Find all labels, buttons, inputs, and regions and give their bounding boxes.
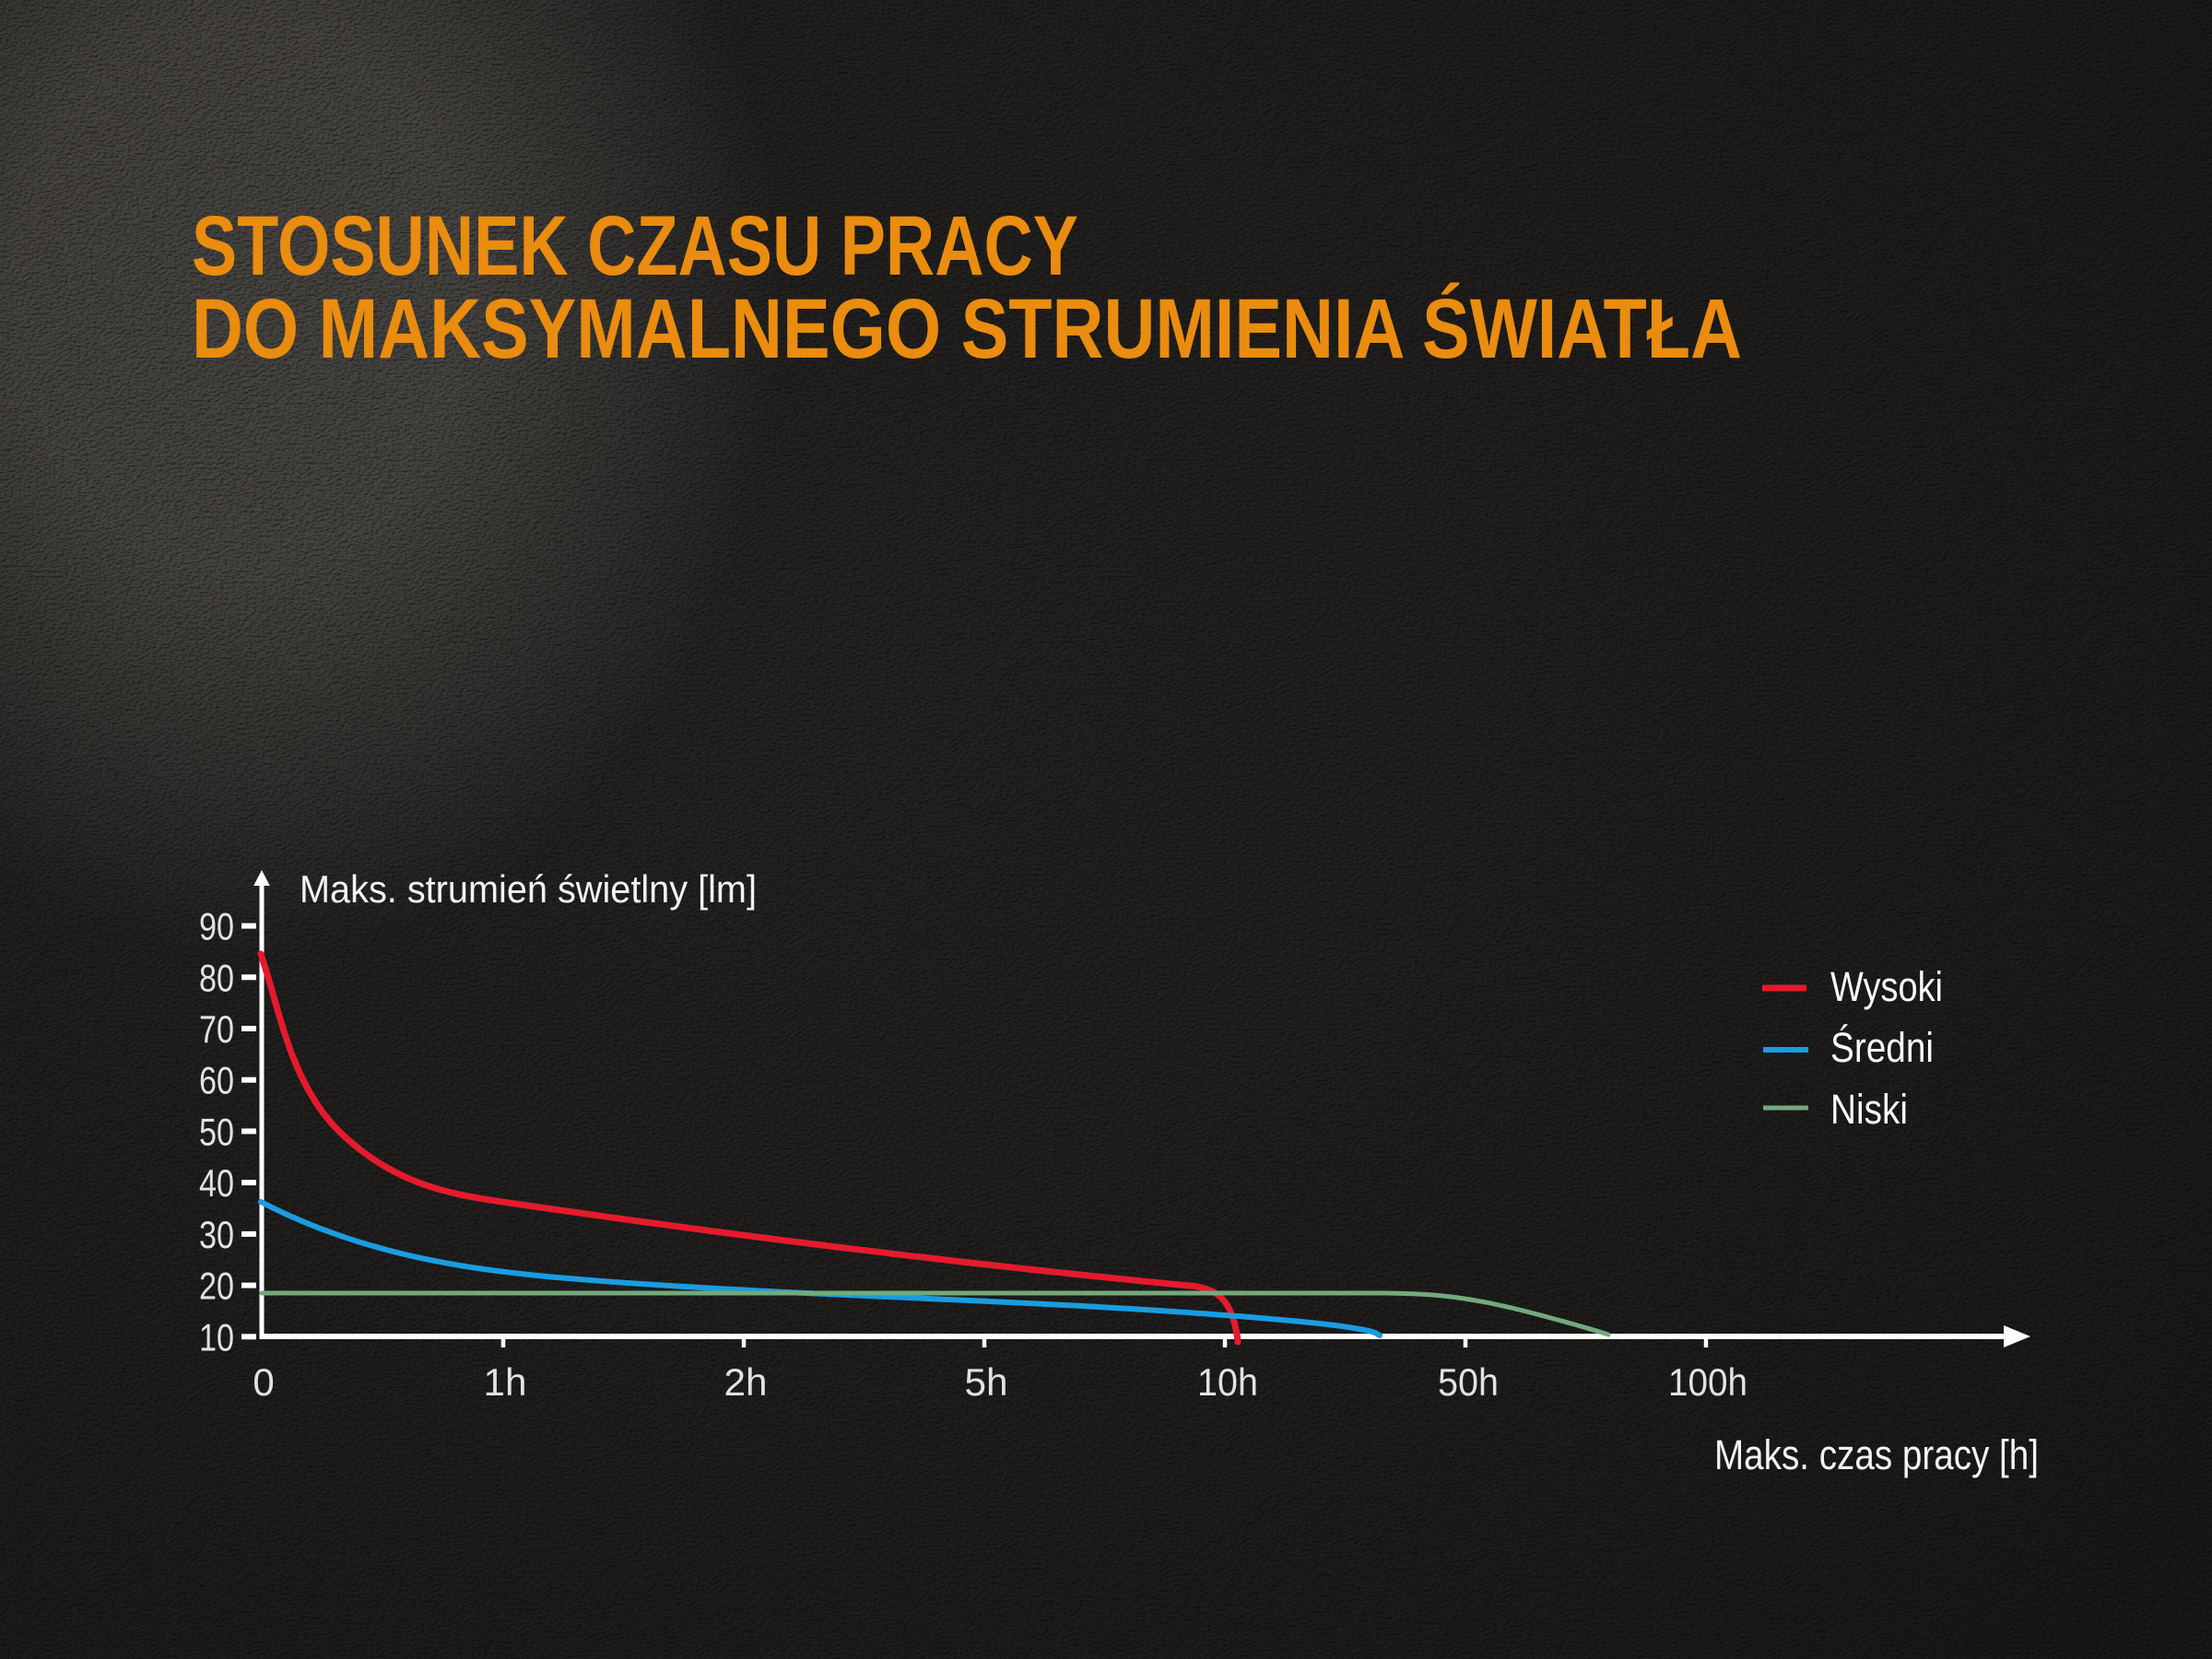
svg-text:1h: 1h xyxy=(484,1360,527,1404)
svg-text:50: 50 xyxy=(199,1110,234,1153)
svg-text:80: 80 xyxy=(199,956,234,999)
svg-text:30: 30 xyxy=(199,1213,234,1256)
svg-text:10h: 10h xyxy=(1197,1360,1258,1404)
svg-text:10: 10 xyxy=(199,1315,234,1359)
svg-text:2h: 2h xyxy=(724,1360,768,1404)
svg-text:70: 70 xyxy=(199,1007,234,1051)
svg-text:0: 0 xyxy=(253,1360,274,1404)
svg-text:DO MAKSYMALNEGO STRUMIENIA ŚWI: DO MAKSYMALNEGO STRUMIENIA ŚWIATŁA xyxy=(192,281,1742,376)
svg-text:Maks. strumień świetlny [lm]: Maks. strumień świetlny [lm] xyxy=(300,867,757,911)
svg-text:50h: 50h xyxy=(1438,1360,1499,1404)
svg-text:60: 60 xyxy=(199,1059,234,1102)
svg-text:STOSUNEK CZASU PRACY: STOSUNEK CZASU PRACY xyxy=(192,199,1078,293)
svg-text:20: 20 xyxy=(199,1265,234,1308)
svg-text:Średni: Średni xyxy=(1830,1024,1934,1071)
svg-text:40: 40 xyxy=(199,1161,234,1205)
svg-text:Niski: Niski xyxy=(1830,1086,1908,1133)
svg-text:5h: 5h xyxy=(965,1360,1008,1404)
svg-text:Maks. czas pracy [h]: Maks. czas pracy [h] xyxy=(1714,1431,2039,1478)
svg-text:Wysoki: Wysoki xyxy=(1830,963,1943,1010)
svg-text:90: 90 xyxy=(199,905,234,948)
svg-text:100h: 100h xyxy=(1668,1360,1747,1404)
